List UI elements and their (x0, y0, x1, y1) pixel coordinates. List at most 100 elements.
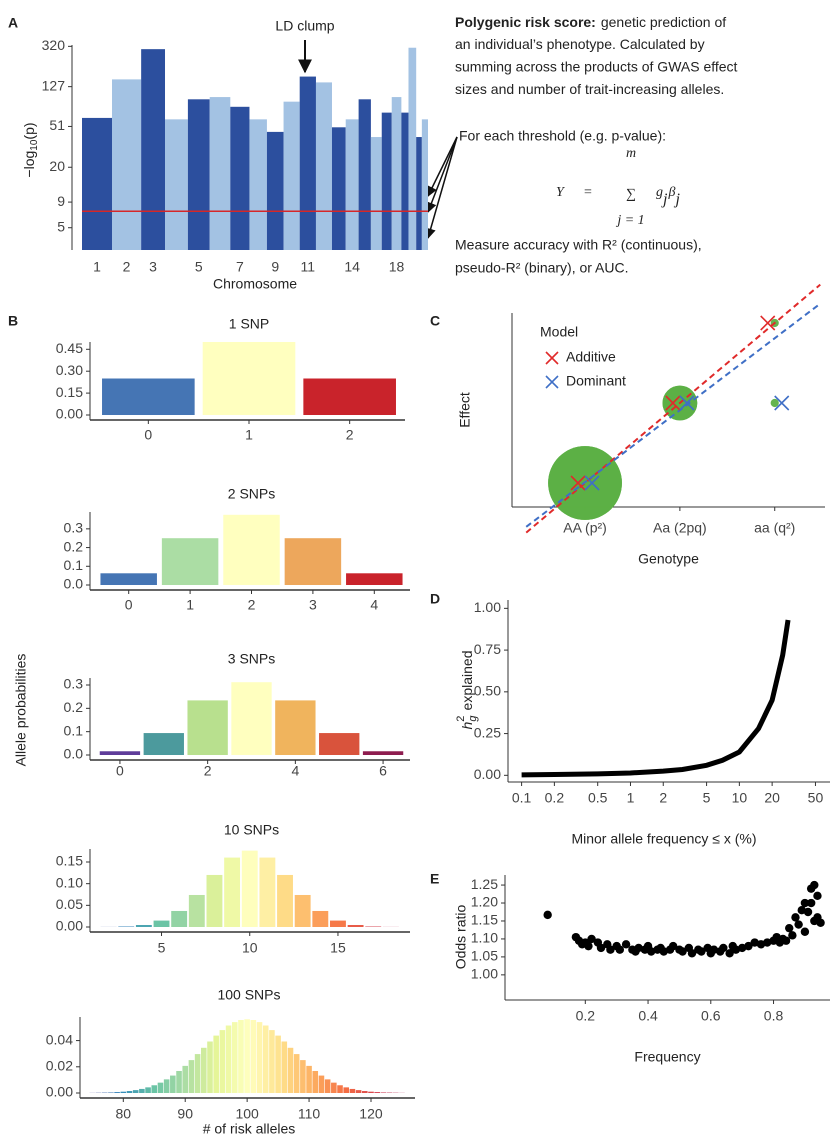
bar (293, 1054, 300, 1093)
y-axis-title: Allele probabilities (13, 654, 29, 767)
y-tick-label: 1.20 (471, 894, 498, 910)
y-tick-label: 0.02 (46, 1057, 73, 1073)
x-tick-label: 1 (186, 597, 194, 613)
annotation: LD clump (275, 18, 334, 34)
bar (202, 342, 296, 415)
y-label-sub: 10 (29, 139, 40, 151)
chromosome-peak (141, 49, 166, 250)
point (803, 907, 813, 917)
bar (362, 751, 404, 755)
accuracy-line: pseudo-R² (binary), or AUC. (455, 260, 629, 276)
y-label-sup: 2 (455, 716, 467, 722)
point (621, 940, 631, 949)
bar (170, 1075, 176, 1093)
panel-label: D (430, 591, 440, 607)
x-tick-label: 80 (116, 1106, 132, 1122)
bar (223, 514, 280, 585)
y-label-text: explained (459, 651, 475, 711)
y-tick-label: 0.1 (64, 722, 84, 738)
x-tick-label: 0 (144, 427, 152, 443)
accuracy-line: Measure accuracy with R² (continuous), (455, 237, 702, 253)
bar (368, 1091, 374, 1093)
x-tick-label: 1 (245, 427, 253, 443)
formula-beta: β (667, 185, 675, 200)
point (785, 923, 794, 933)
y-tick-label: 127 (42, 77, 66, 93)
bar (318, 1075, 325, 1093)
panel-label: A (8, 15, 18, 31)
x-axis-title: Frequency (634, 1049, 700, 1065)
point (788, 931, 797, 940)
bar (120, 1091, 127, 1093)
bar (259, 857, 276, 927)
bar (108, 1092, 114, 1093)
x-tick-label: 0.2 (545, 790, 565, 806)
pointer-arrow (426, 136, 458, 213)
bar (143, 733, 184, 755)
description-line: genetic prediction of (601, 14, 726, 30)
panel-label: E (430, 871, 439, 887)
bar (145, 1087, 151, 1093)
frequency-bubble (770, 398, 779, 408)
bar (312, 1070, 319, 1093)
point (800, 927, 810, 936)
bar (187, 700, 228, 755)
x-tick-label: 2 (123, 259, 131, 275)
y-tick-label: 0.04 (46, 1031, 73, 1047)
legend-label: Additive (566, 349, 616, 365)
y-tick-label: 320 (42, 37, 66, 53)
bar (135, 925, 152, 927)
bar (284, 538, 342, 585)
point (543, 910, 552, 920)
point (816, 918, 825, 927)
y-axis-title: Odds ratio (453, 904, 469, 969)
point (668, 941, 678, 951)
bar (99, 751, 141, 755)
bar (225, 1025, 232, 1093)
y-tick-label: 0.00 (56, 918, 83, 934)
x-tick-label: 2 (204, 763, 212, 779)
y-label-sub: g (467, 715, 479, 722)
chromosome-peak (111, 79, 142, 250)
legend-marker (545, 375, 559, 389)
x-tick-label: 110 (298, 1106, 321, 1122)
panel-label: B (8, 313, 18, 329)
formula-g: g (656, 185, 663, 200)
x-tick-label: 10 (242, 940, 258, 956)
y-label-symbol: h (459, 721, 475, 729)
cross-marker (774, 395, 790, 411)
chromosome-peak (315, 82, 332, 250)
curve (521, 619, 791, 778)
bar (100, 573, 157, 585)
point (596, 943, 606, 953)
bar (126, 1091, 133, 1093)
x-tick-label: 15 (330, 940, 346, 956)
x-tick-label: 5 (703, 790, 711, 806)
point (615, 945, 625, 954)
bar (194, 1054, 201, 1093)
y-tick-label: 1.10 (471, 930, 498, 946)
chromosome-peak (408, 47, 417, 251)
x-axis-title: Minor allele frequency ≤ x (%) (571, 831, 756, 847)
y-tick-label: 0.50 (474, 683, 501, 699)
x-tick-label: 14 (344, 259, 360, 275)
y-tick-label: 51 (49, 117, 65, 133)
bar (161, 538, 219, 585)
bar (277, 874, 293, 927)
y-tick-label: 0.00 (56, 406, 83, 422)
formula-lower: j = 1 (615, 213, 644, 228)
y-tick-label: 1.00 (471, 966, 498, 982)
y-tick-label: 1.00 (474, 599, 501, 615)
x-tick-label: 5 (158, 940, 166, 956)
bar (347, 925, 364, 927)
point (800, 898, 810, 908)
chromosome-peak (421, 119, 428, 250)
chromosome-peak (358, 99, 371, 250)
y-tick-label: 0.25 (474, 724, 501, 740)
point (678, 947, 687, 956)
y-tick-label: 0.45 (56, 340, 83, 356)
bar (151, 1085, 158, 1093)
x-tick-label: 120 (359, 1106, 383, 1122)
x-axis-title: Genotype (638, 551, 699, 567)
chromosome-peak (283, 101, 300, 250)
